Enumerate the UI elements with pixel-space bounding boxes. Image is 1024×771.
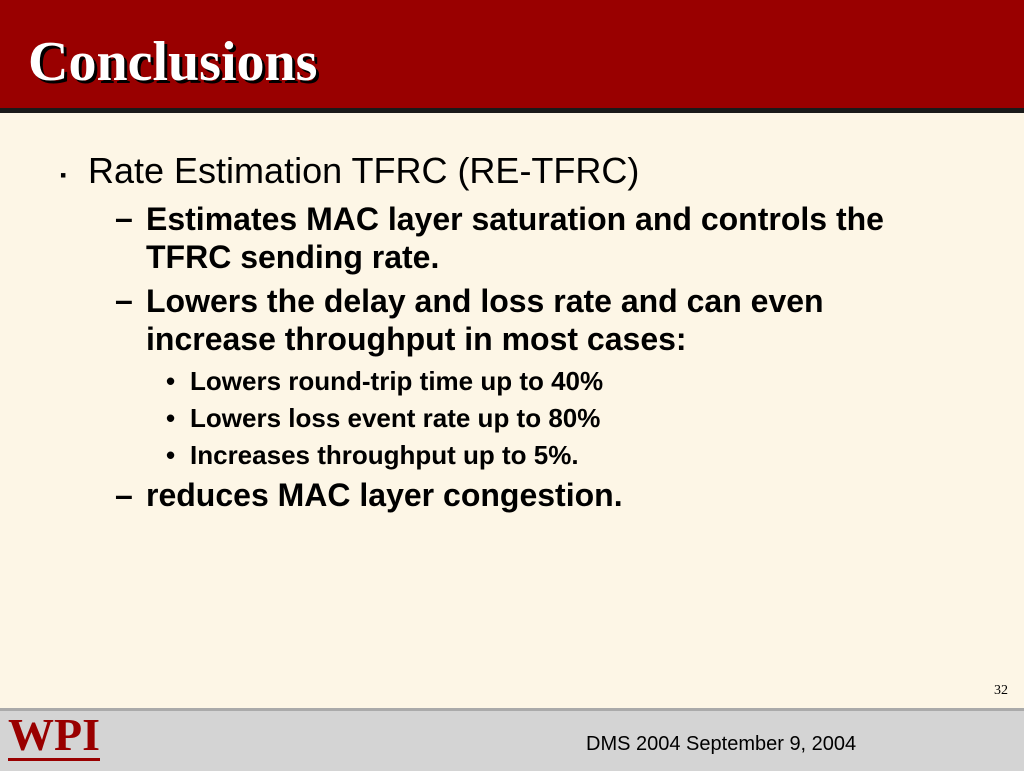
footer-bar: [0, 708, 1024, 771]
page-number: 32: [994, 683, 1008, 698]
sub-item: reduces MAC layer congestion.: [146, 477, 623, 513]
sub-sub-item: Lowers round-trip time up to 40%: [190, 366, 604, 396]
footer-text: DMS 2004 September 9, 2004: [586, 733, 857, 755]
sub-item: Lowers the delay and loss rate and can e…: [146, 283, 824, 357]
dash: –: [115, 477, 133, 513]
sub-sub-item: Lowers loss event rate up to 80%: [190, 403, 601, 433]
dot: •: [166, 440, 176, 470]
sub-item: Estimates MAC layer saturation and contr…: [146, 201, 884, 275]
dot: •: [166, 403, 176, 433]
logo: WPI: [8, 709, 100, 761]
dot: •: [166, 366, 176, 396]
header-bar: [0, 0, 1024, 113]
bullet-marker: ▪: [60, 165, 67, 185]
sub-sub-item: Increases throughput up to 5%.: [190, 440, 579, 470]
dash: –: [115, 200, 133, 236]
dash: –: [115, 282, 133, 318]
title: Conclusions: [28, 31, 318, 93]
main-bullet: Rate Estimation TFRC (RE-TFRC): [88, 150, 640, 191]
